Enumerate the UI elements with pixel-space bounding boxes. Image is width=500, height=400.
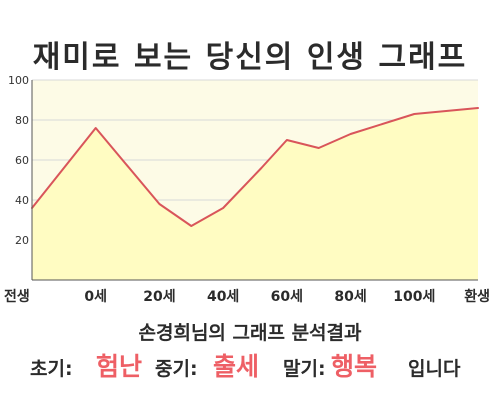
analysis-subtitle: 손경희님의 그래프 분석결과 [138, 322, 362, 344]
x-tick-label-2: 20세 [143, 289, 175, 305]
x-tick-label-1: 0세 [84, 289, 107, 305]
y-tick-label-2: 60 [15, 154, 29, 167]
analysis-summary: 초기: 험난 중기: 출세 말기: 행복 입니다 [0, 344, 500, 384]
x-tick-label-3: 40세 [207, 289, 239, 305]
early-label: 초기: [30, 358, 73, 380]
late-label: 말기: [283, 358, 326, 380]
x-tick-label-0: 전생 [4, 288, 30, 305]
y-tick-label-4: 100 [8, 74, 29, 87]
ending-text: 입니다 [408, 358, 461, 380]
early-value: 험난 [96, 352, 143, 381]
y-tick-label-1: 40 [15, 194, 29, 207]
series-line [31, 107, 479, 227]
x-tick-label-4: 60세 [271, 289, 303, 305]
x-tick-label-6: 100세 [393, 289, 435, 305]
y-tick-label-3: 80 [15, 114, 29, 127]
y-tick-label-0: 20 [15, 234, 29, 247]
series-area [32, 108, 478, 280]
middle-value: 출세 [213, 352, 260, 381]
middle-label: 중기: [155, 358, 198, 380]
page-title: 재미로 보는 당신의 인생 그래프 [32, 40, 468, 75]
x-tick-label-7: 환생 [464, 288, 490, 305]
late-value: 행복 [331, 352, 378, 381]
x-tick-label-5: 80세 [334, 289, 366, 305]
